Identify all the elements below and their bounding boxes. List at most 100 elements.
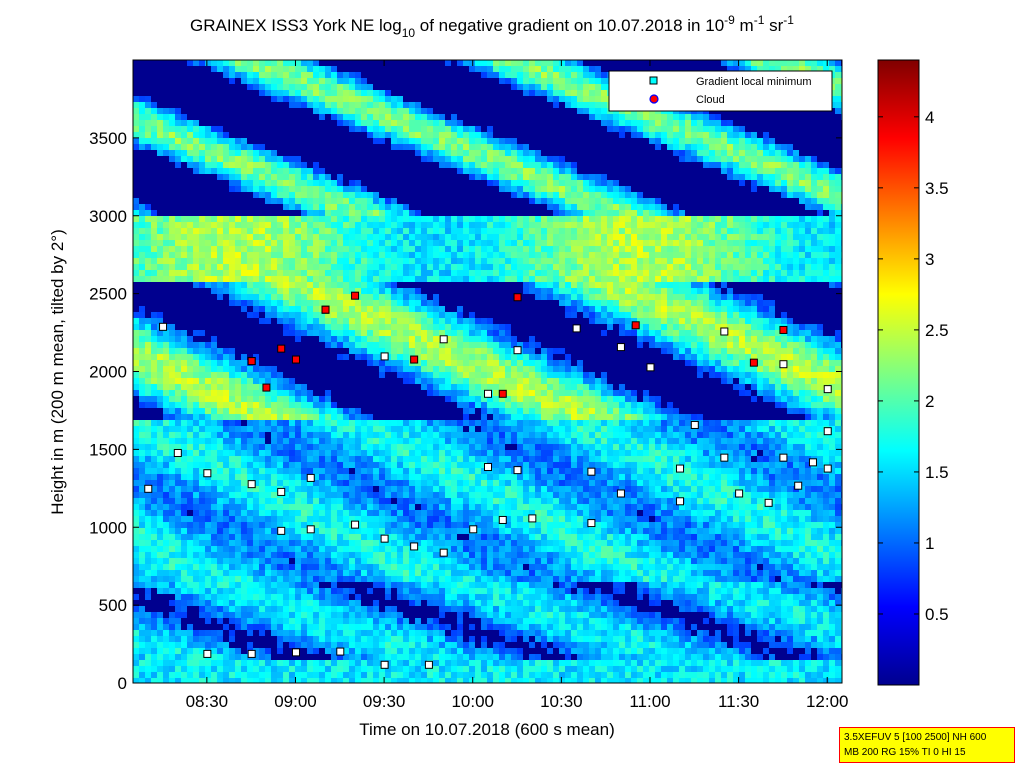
heatmap-cell bbox=[295, 234, 301, 240]
heatmap-cell bbox=[151, 672, 157, 678]
heatmap-cell bbox=[505, 60, 511, 66]
heatmap-cell bbox=[469, 612, 475, 618]
heatmap-cell bbox=[163, 528, 169, 534]
heatmap-cell bbox=[223, 582, 229, 588]
heatmap-cell bbox=[241, 492, 247, 498]
heatmap-cell bbox=[325, 444, 331, 450]
heatmap-cell bbox=[235, 468, 241, 474]
heatmap-cell bbox=[451, 606, 457, 612]
heatmap-cell bbox=[205, 138, 211, 144]
heatmap-cell bbox=[169, 264, 175, 270]
heatmap-cell bbox=[265, 606, 271, 612]
heatmap-cell bbox=[445, 498, 451, 504]
heatmap-cell bbox=[133, 510, 139, 516]
heatmap-cell bbox=[451, 126, 457, 132]
heatmap-cell bbox=[307, 240, 313, 246]
heatmap-cell bbox=[223, 366, 229, 372]
heatmap-cell bbox=[367, 576, 373, 582]
heatmap-cell bbox=[487, 216, 493, 222]
heatmap-cell bbox=[241, 390, 247, 396]
heatmap-cell bbox=[433, 546, 439, 552]
heatmap-cell bbox=[199, 168, 205, 174]
heatmap-cell bbox=[403, 438, 409, 444]
heatmap-cell bbox=[151, 234, 157, 240]
heatmap-cell bbox=[265, 150, 271, 156]
heatmap-cell bbox=[349, 438, 355, 444]
heatmap-cell bbox=[211, 126, 217, 132]
heatmap-cell bbox=[421, 552, 427, 558]
heatmap-cell bbox=[181, 492, 187, 498]
heatmap-cell bbox=[367, 288, 373, 294]
heatmap-cell bbox=[283, 168, 289, 174]
heatmap-cell bbox=[373, 318, 379, 324]
heatmap-cell bbox=[481, 318, 487, 324]
heatmap-cell bbox=[301, 618, 307, 624]
heatmap-cell bbox=[433, 312, 439, 318]
heatmap-cell bbox=[439, 306, 445, 312]
heatmap-cell bbox=[367, 222, 373, 228]
heatmap-cell bbox=[307, 456, 313, 462]
heatmap-cell bbox=[169, 642, 175, 648]
heatmap-cell bbox=[193, 162, 199, 168]
heatmap-cell bbox=[181, 252, 187, 258]
heatmap-cell bbox=[349, 528, 355, 534]
heatmap-cell bbox=[487, 228, 493, 234]
heatmap-cell bbox=[403, 462, 409, 468]
heatmap-cell bbox=[283, 438, 289, 444]
heatmap-cell bbox=[445, 426, 451, 432]
heatmap-cell bbox=[343, 450, 349, 456]
heatmap-cell bbox=[445, 330, 451, 336]
heatmap-cell bbox=[235, 486, 241, 492]
heatmap-cell bbox=[433, 372, 439, 378]
heatmap-cell bbox=[331, 96, 337, 102]
heatmap-cell bbox=[469, 228, 475, 234]
heatmap-cell bbox=[481, 372, 487, 378]
heatmap-cell bbox=[349, 180, 355, 186]
heatmap-cell bbox=[325, 678, 331, 683]
heatmap-cell bbox=[439, 474, 445, 480]
heatmap-cell bbox=[343, 432, 349, 438]
heatmap-cell bbox=[361, 348, 367, 354]
heatmap-cell bbox=[277, 60, 283, 66]
heatmap-cell bbox=[289, 540, 295, 546]
heatmap-cell bbox=[409, 438, 415, 444]
heatmap-cell bbox=[331, 444, 337, 450]
heatmap-cell bbox=[457, 666, 463, 672]
heatmap-cell bbox=[367, 528, 373, 534]
heatmap-cell bbox=[271, 594, 277, 600]
heatmap-cell bbox=[355, 288, 361, 294]
heatmap-cell bbox=[385, 420, 391, 426]
heatmap-cell bbox=[391, 144, 397, 150]
heatmap-cell bbox=[337, 78, 343, 84]
heatmap-cell bbox=[505, 426, 511, 432]
heatmap-cell bbox=[259, 300, 265, 306]
heatmap-cell bbox=[145, 438, 151, 444]
heatmap-cell bbox=[217, 528, 223, 534]
heatmap-cell bbox=[349, 198, 355, 204]
heatmap-cell bbox=[403, 324, 409, 330]
heatmap-cell bbox=[157, 618, 163, 624]
heatmap-cell bbox=[343, 78, 349, 84]
heatmap-cell bbox=[163, 150, 169, 156]
heatmap-cell bbox=[217, 492, 223, 498]
heatmap-cell bbox=[139, 546, 145, 552]
heatmap-cell bbox=[247, 270, 253, 276]
heatmap-cell bbox=[205, 420, 211, 426]
heatmap-cell bbox=[403, 360, 409, 366]
heatmap-cell bbox=[271, 264, 277, 270]
heatmap-cell bbox=[181, 408, 187, 414]
heatmap-cell bbox=[427, 564, 433, 570]
heatmap-cell bbox=[307, 534, 313, 540]
heatmap-cell bbox=[289, 222, 295, 228]
heatmap-cell bbox=[247, 546, 253, 552]
heatmap-cell bbox=[217, 450, 223, 456]
heatmap-cell bbox=[487, 624, 493, 630]
heatmap-cell bbox=[205, 402, 211, 408]
heatmap-cell bbox=[385, 450, 391, 456]
heatmap-cell bbox=[187, 240, 193, 246]
heatmap-cell bbox=[397, 444, 403, 450]
heatmap-cell bbox=[175, 618, 181, 624]
heatmap-cell bbox=[205, 636, 211, 642]
heatmap-cell bbox=[289, 162, 295, 168]
heatmap-cell bbox=[283, 546, 289, 552]
